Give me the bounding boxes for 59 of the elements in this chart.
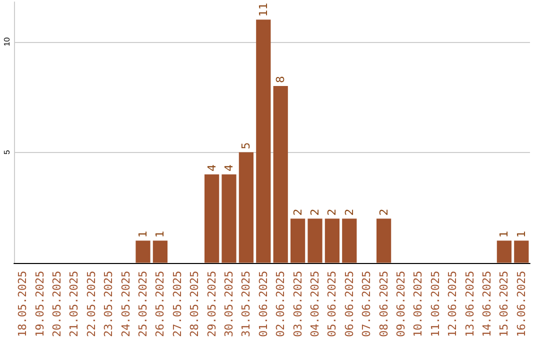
x-tick-label: 07.06.2025 <box>360 270 374 338</box>
x-tick-label: 30.05.2025 <box>222 270 236 338</box>
x-tick-label: 18.05.2025 <box>16 270 30 338</box>
x-tick-label: 31.05.2025 <box>240 270 253 338</box>
x-tick-label: 29.05.2025 <box>205 270 218 338</box>
x-tick-label: 21.05.2025 <box>68 270 81 338</box>
bar <box>376 218 392 263</box>
bar <box>256 20 271 263</box>
x-tick-label: 28.05.2025 <box>188 270 202 338</box>
data-label: 5 <box>240 142 253 150</box>
x-tick-label: 16.06.2025 <box>514 270 528 338</box>
x-tick-label: 24.05.2025 <box>119 270 132 338</box>
x-tick-label: 14.06.2025 <box>480 270 494 338</box>
data-label: 2 <box>326 208 339 216</box>
x-tick-label: 06.06.2025 <box>342 270 356 338</box>
data-label: 2 <box>308 208 322 216</box>
bar <box>290 218 306 263</box>
x-tick-label: 26.05.2025 <box>154 270 167 338</box>
data-label: 2 <box>291 208 304 216</box>
x-tick-label: 11.06.2025 <box>428 270 442 338</box>
x-tick-label: 23.05.2025 <box>102 270 116 338</box>
data-label: 4 <box>222 164 236 172</box>
bar <box>496 240 512 263</box>
bar <box>238 152 254 263</box>
data-label: 1 <box>498 230 511 238</box>
x-tick-label: 20.05.2025 <box>50 270 64 338</box>
x-tick-label: 19.05.2025 <box>33 270 46 338</box>
data-label: 2 <box>342 208 356 216</box>
x-tick-label: 02.06.2025 <box>274 270 288 338</box>
y-tick-label: 10 <box>2 36 12 46</box>
x-tick-label: 05.06.2025 <box>326 270 339 338</box>
bar <box>204 174 220 263</box>
x-tick-label: 15.06.2025 <box>498 270 511 338</box>
data-label: 4 <box>205 164 218 172</box>
bar <box>342 218 357 263</box>
data-label: 1 <box>154 230 167 238</box>
x-tick-label: 10.06.2025 <box>412 270 425 338</box>
x-tick-label: 22.05.2025 <box>84 270 98 338</box>
data-label: 1 <box>136 230 150 238</box>
x-tick-label: 03.06.2025 <box>291 270 304 338</box>
bar <box>222 174 236 263</box>
x-tick-label: 25.05.2025 <box>136 270 150 338</box>
bar <box>136 240 150 263</box>
x-tick-label: 27.05.2025 <box>170 270 184 338</box>
data-label: 1 <box>514 230 528 238</box>
bar <box>324 218 340 263</box>
bar <box>152 240 168 263</box>
bar <box>514 240 529 263</box>
bar <box>308 218 322 263</box>
x-tick-label: 08.06.2025 <box>377 270 390 338</box>
x-tick-label: 12.06.2025 <box>446 270 460 338</box>
x-tick-label: 04.06.2025 <box>308 270 322 338</box>
data-label: 8 <box>274 76 288 83</box>
x-tick-label: 09.06.2025 <box>394 270 408 338</box>
data-label: 2 <box>377 208 390 216</box>
data-label: 11 <box>256 2 270 17</box>
x-tick-label: 01.06.2025 <box>256 270 270 338</box>
x-tick-label: 13.06.2025 <box>463 270 476 338</box>
bar <box>273 86 288 263</box>
